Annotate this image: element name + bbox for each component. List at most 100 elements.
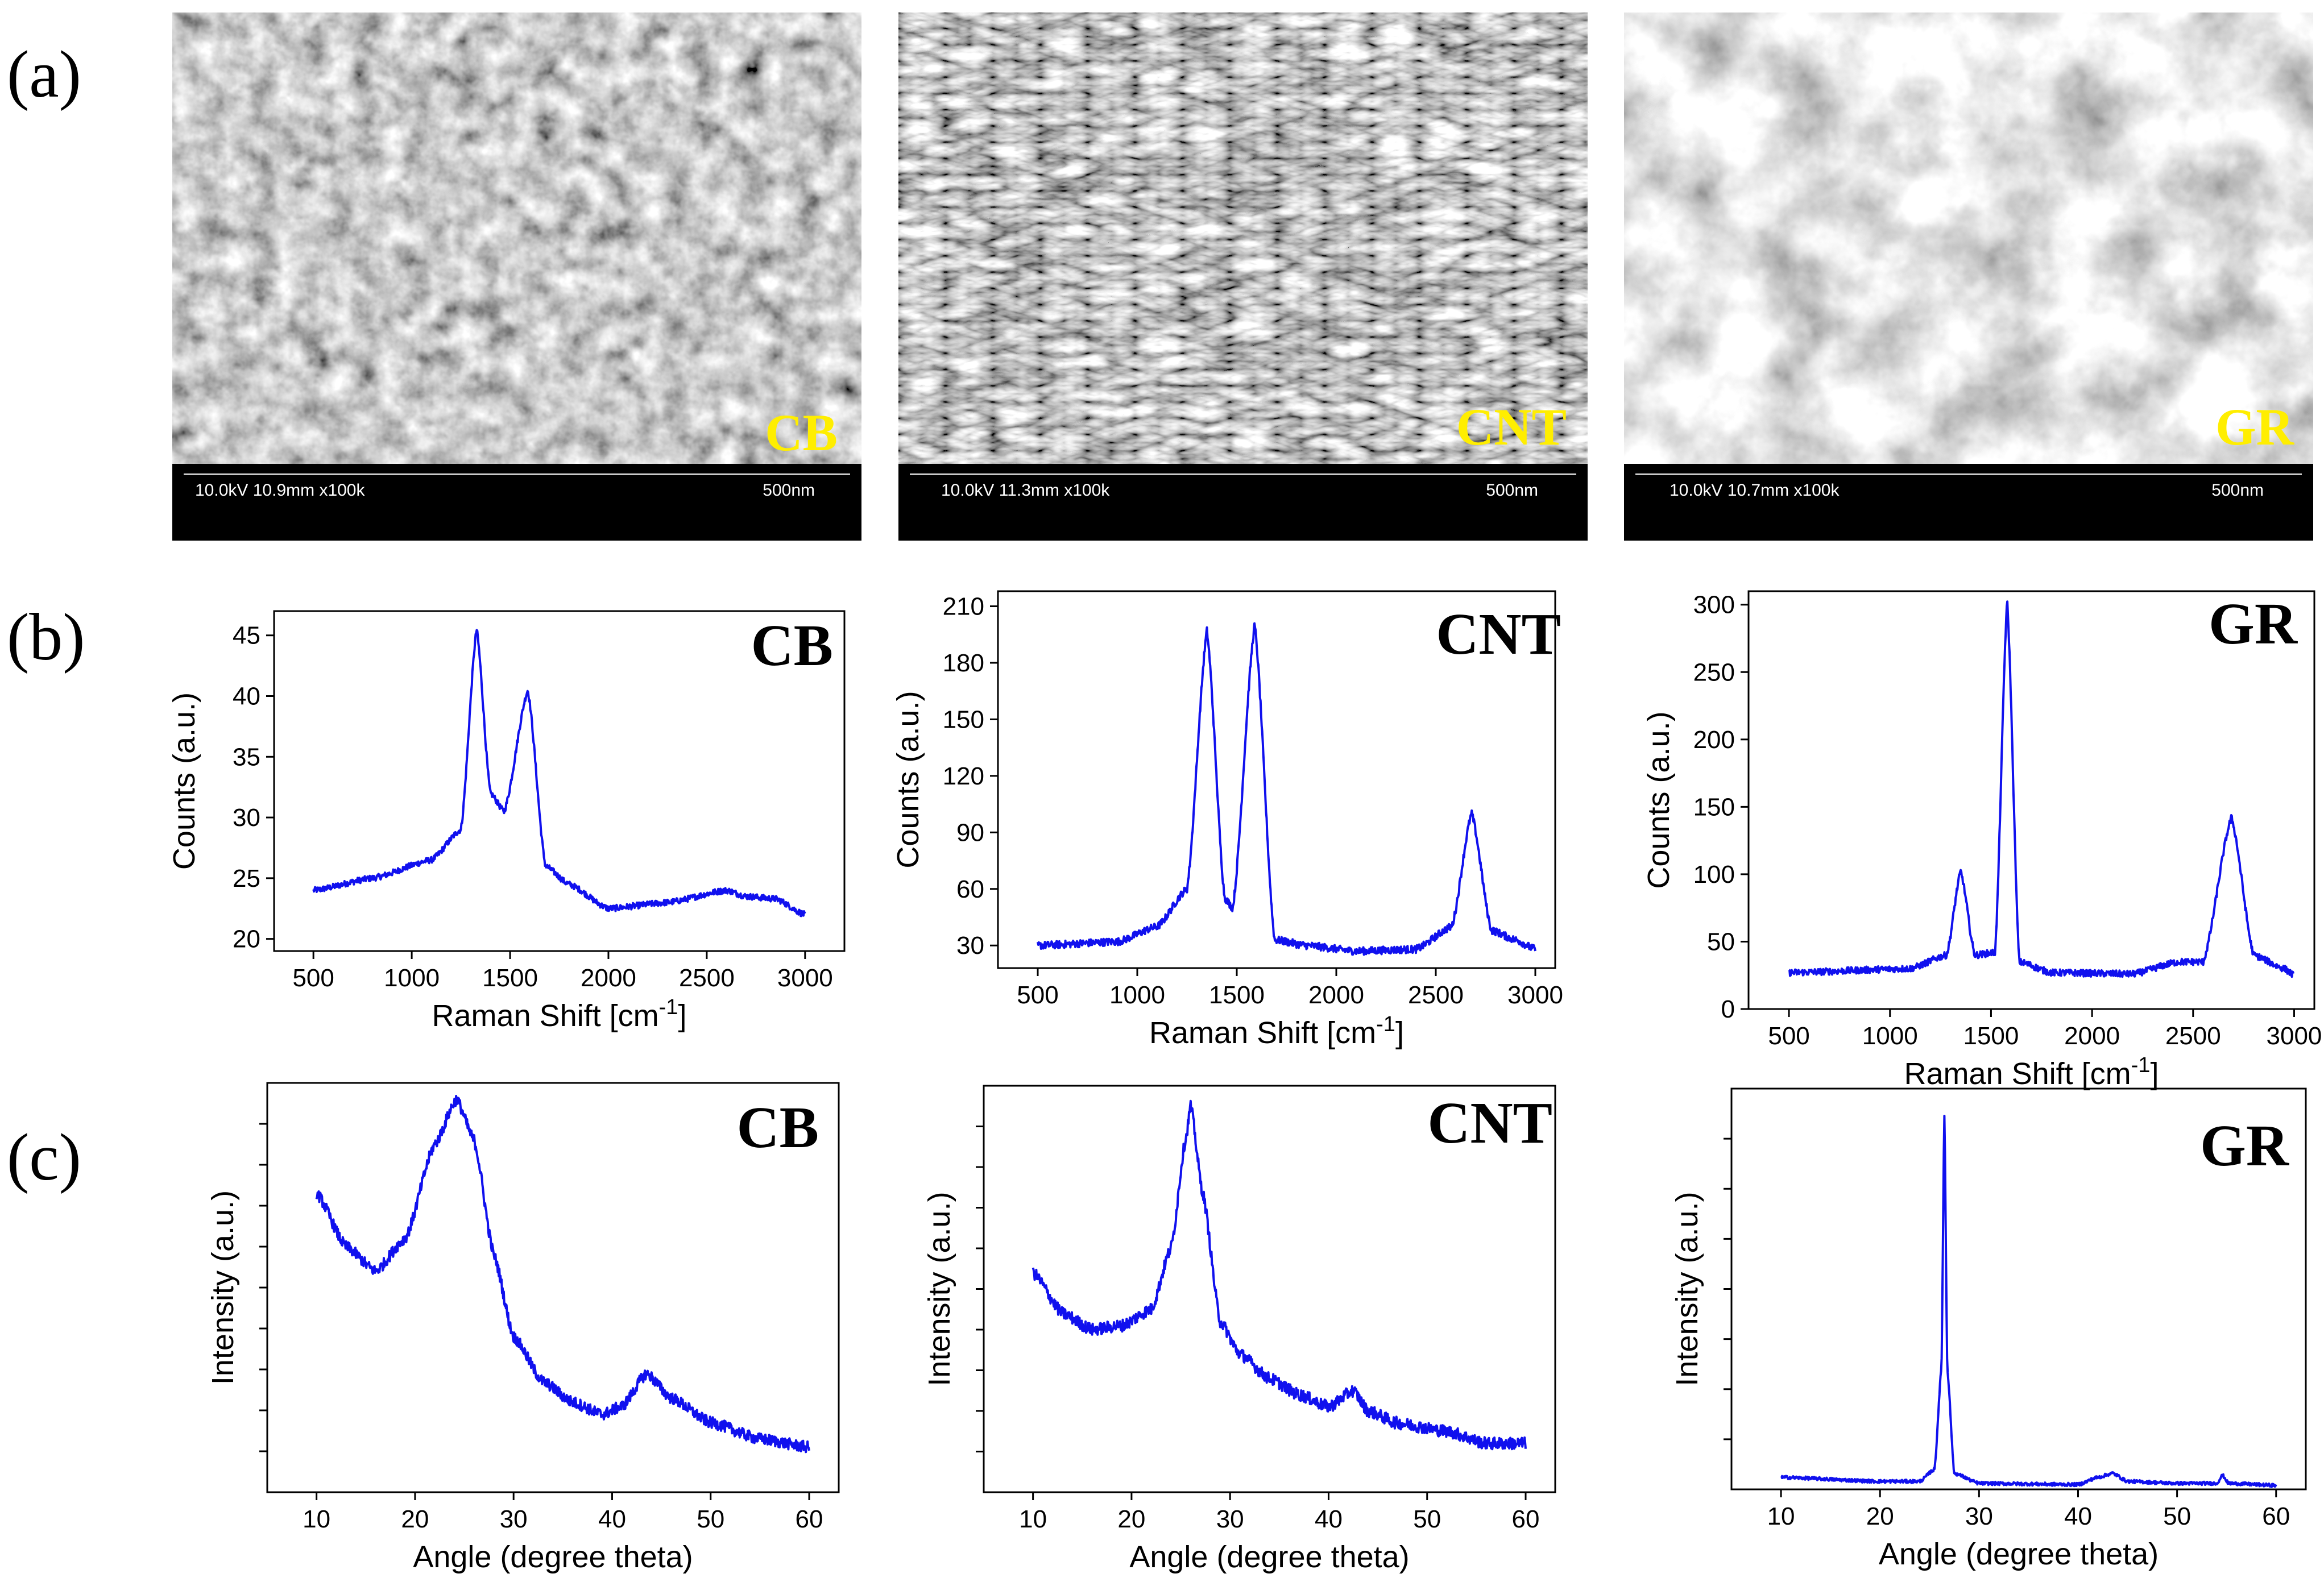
x-tick-label: 2000 [2064, 1022, 2120, 1050]
x-axis-title: Angle (degree theta) [1129, 1540, 1409, 1574]
sample-tag: CB [751, 613, 833, 678]
chart-raman-cnt: 500 1000 1500 2000 2500 3000 30 60 90 120 150 180 21… [891, 590, 1563, 1050]
x-axis-title: Angle (degree theta) [413, 1540, 693, 1574]
axes-frame [1747, 590, 2315, 1010]
x-tick-label: 30 [1965, 1502, 1993, 1530]
x-tick-label: 2500 [2165, 1022, 2221, 1050]
sem-scale-cnt: 500nm [1486, 481, 1538, 500]
x-tick-label: 30 [500, 1505, 528, 1533]
y-axis-title: Counts (a.u.) [1642, 711, 1676, 889]
x-tick-label: 20 [401, 1505, 429, 1533]
x-tick-label: 20 [1866, 1502, 1894, 1530]
x-tick-label: 1500 [1963, 1022, 2019, 1050]
sem-scale-cb: 500nm [763, 481, 815, 500]
sample-tag: CB [737, 1095, 819, 1160]
y-tick-label: 200 [1693, 726, 1735, 754]
axes-frame [273, 610, 846, 952]
panel-label-a: (a) [7, 37, 81, 111]
x-tick-label: 60 [796, 1505, 823, 1533]
series-line [1788, 600, 2295, 978]
x-tick-label: 1000 [1862, 1022, 1918, 1050]
x-tick-label: 500 [292, 964, 334, 992]
sem-tag-cb: CB [765, 404, 838, 462]
y-tick-label: 0 [1721, 995, 1735, 1023]
y-tick-label: 150 [1693, 793, 1735, 821]
x-tick-label: 20 [1117, 1505, 1145, 1533]
sem-tag-gr: GR [2215, 398, 2295, 456]
y-tick-label: 20 [233, 925, 260, 953]
x-tick-label: 3000 [2267, 1022, 2322, 1050]
y-tick-label: 180 [943, 649, 984, 677]
sem-info-cnt: 10.0kV 11.3mm x100k [941, 481, 1110, 500]
sem-scale-gr: 500nm [2211, 481, 2264, 500]
axes-frame [997, 590, 1556, 969]
sem-tag-cnt: CNT [1456, 398, 1567, 456]
x-tick-label: 40 [1315, 1505, 1343, 1533]
y-tick-label: 30 [956, 932, 984, 960]
series-line [1037, 622, 1536, 956]
x-tick-label: 60 [2262, 1502, 2290, 1530]
chart-xrd-cb: 10 20 30 40 50 60 Angle (degree theta) Intensit… [206, 1082, 840, 1574]
y-tick-label: 100 [1693, 861, 1735, 889]
x-tick-label: 3000 [1507, 981, 1563, 1009]
x-tick-label: 10 [1019, 1505, 1047, 1533]
x-tick-label: 1000 [1109, 981, 1165, 1009]
series-line [1031, 1099, 1527, 1451]
x-tick-label: 40 [598, 1505, 626, 1533]
sample-tag: GR [2200, 1113, 2290, 1178]
sample-tag: CNT [1427, 1090, 1552, 1156]
y-axis-title: Counts (a.u.) [167, 692, 201, 870]
x-tick-label: 2000 [581, 964, 636, 992]
sample-tag: CNT [1436, 601, 1561, 667]
x-tick-label: 2500 [679, 964, 735, 992]
series-line [315, 1095, 810, 1454]
sem-image-gr: GR 10.0kV 10.7mm x100k 500nm [1624, 13, 2313, 541]
x-tick-label: 500 [1017, 981, 1058, 1009]
x-axis-title: Raman Shift [cm-1] [1904, 1053, 2159, 1091]
y-tick-label: 300 [1693, 591, 1735, 619]
y-axis-title: Intensity (a.u.) [1670, 1191, 1704, 1386]
x-tick-label: 2500 [1408, 981, 1464, 1009]
chart-xrd-gr: 10 20 30 40 50 60 Angle (degree theta) Intensit… [1670, 1087, 2307, 1571]
panel-label-b: (b) [7, 600, 85, 674]
x-tick-label: 50 [2163, 1502, 2191, 1530]
y-tick-label: 50 [1707, 928, 1735, 956]
x-tick-label: 1500 [1209, 981, 1265, 1009]
x-tick-label: 50 [1413, 1505, 1441, 1533]
sample-tag: GR [2209, 591, 2298, 657]
chart-xrd-cnt: 10 20 30 40 50 60 Angle (degree theta) Intensit… [922, 1085, 1556, 1574]
y-tick-label: 250 [1693, 658, 1735, 686]
x-tick-label: 50 [697, 1505, 724, 1533]
x-axis-title: Raman Shift [cm-1] [432, 995, 687, 1033]
y-axis-title: Counts (a.u.) [891, 691, 925, 868]
y-tick-label: 40 [233, 683, 260, 711]
y-tick-label: 35 [233, 743, 260, 771]
x-tick-label: 10 [303, 1505, 330, 1533]
y-axis-title: Intensity (a.u.) [206, 1190, 240, 1385]
y-tick-label: 150 [943, 705, 984, 733]
x-tick-label: 40 [2064, 1502, 2092, 1530]
series-line [1780, 1115, 2277, 1488]
x-tick-label: 1000 [384, 964, 440, 992]
x-tick-label: 10 [1767, 1502, 1795, 1530]
x-axis-title: Raman Shift [cm-1] [1149, 1012, 1404, 1050]
chart-raman-cb: 500 1000 1500 2000 2500 3000 20 25 30 35 40 45 Raman… [167, 610, 846, 1033]
panel-label-c: (c) [7, 1120, 81, 1194]
chart-raman-gr: 500 1000 1500 2000 2500 3000 0 50 100 150 200 250 30… [1642, 590, 2322, 1091]
y-tick-label: 120 [943, 762, 984, 790]
x-tick-label: 2000 [1308, 981, 1364, 1009]
x-tick-label: 500 [1768, 1022, 1809, 1050]
x-axis-title: Angle (degree theta) [1879, 1537, 2159, 1571]
x-tick-label: 1500 [482, 964, 538, 992]
y-tick-label: 90 [956, 819, 984, 846]
sem-image-cb: CB 10.0kV 10.9mm x100k 500nm [172, 13, 861, 541]
sem-info-cb: 10.0kV 10.9mm x100k [195, 481, 365, 500]
series-line [312, 629, 806, 917]
y-tick-label: 60 [956, 875, 984, 903]
sem-image-cnt: CNT 10.0kV 11.3mm x100k 500nm [898, 13, 1588, 541]
y-tick-label: 45 [233, 622, 260, 650]
y-axis-title: Intensity (a.u.) [922, 1191, 956, 1386]
x-tick-label: 3000 [777, 964, 833, 992]
y-tick-label: 25 [233, 865, 260, 892]
